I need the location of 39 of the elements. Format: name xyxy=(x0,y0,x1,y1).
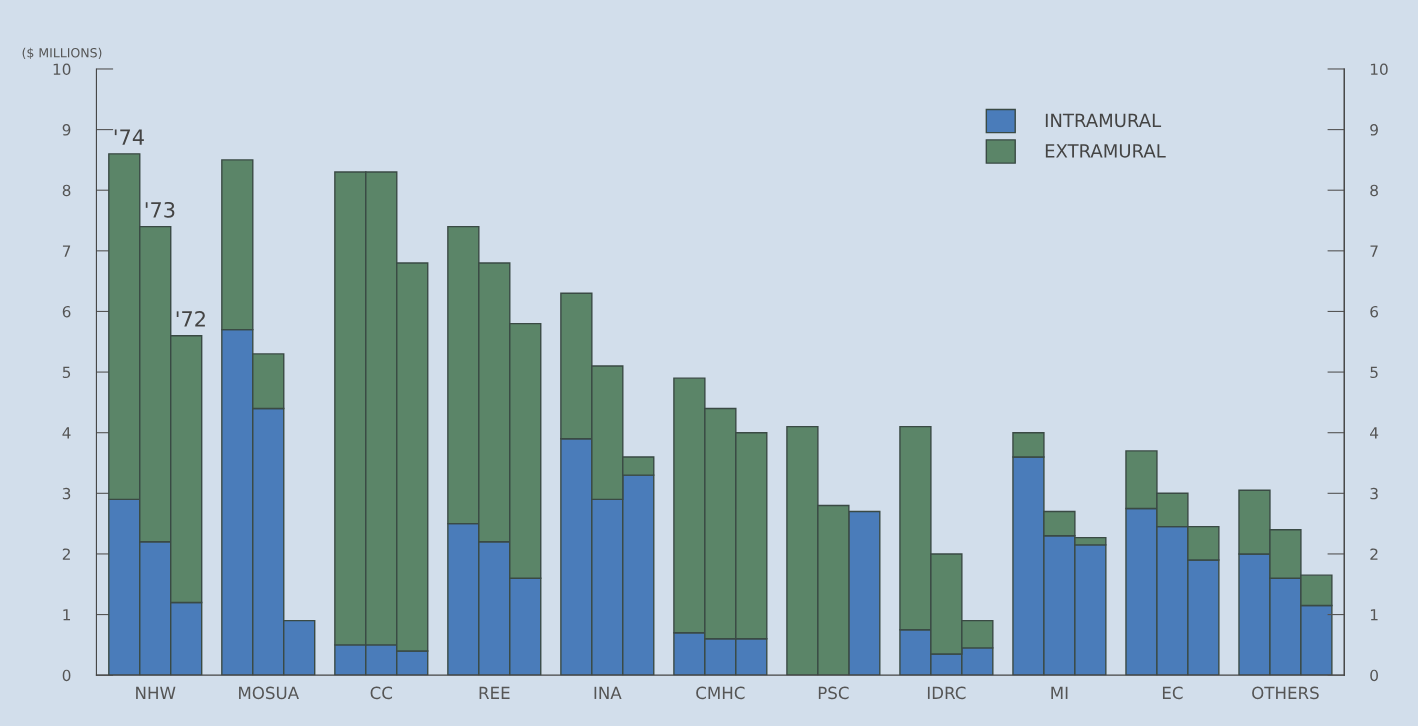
x-tick-label: NHW xyxy=(136,686,176,699)
y-tick-label: 0 xyxy=(62,669,71,682)
y2-tick-label: 1 xyxy=(1370,609,1378,621)
x-tick-label: INA xyxy=(594,686,622,699)
x-tick-label: OTHERS xyxy=(1252,686,1319,700)
annotation: '72 xyxy=(176,311,205,327)
y2-tick-label: 2 xyxy=(1370,548,1378,560)
y-tick-label: 5 xyxy=(62,366,71,379)
y2-tick-label: 4 xyxy=(1370,427,1379,439)
x-tick-label: EC xyxy=(1162,686,1183,700)
y2-tick-label: 10 xyxy=(1370,63,1388,75)
annotation: '74 xyxy=(114,129,144,145)
x-tick-label: MOSUA xyxy=(239,686,299,700)
y-tick-label: 10 xyxy=(53,63,71,75)
y-tick-label: 8 xyxy=(62,184,71,197)
x-tick-label: MI xyxy=(1051,686,1068,699)
annotation: '73 xyxy=(145,201,175,218)
legend-label: INTRAMURAL xyxy=(1045,113,1162,128)
y-tick-label: 9 xyxy=(62,124,71,136)
x-tick-label: PSC xyxy=(818,686,849,700)
y2-tick-label: 5 xyxy=(1370,366,1378,379)
y2-tick-label: 8 xyxy=(1370,184,1378,197)
x-tick-label: REE xyxy=(479,686,510,699)
x-tick-label: CMHC xyxy=(696,686,745,700)
y2-tick-label: 0 xyxy=(1370,669,1378,682)
legend-label: EXTRAMURAL xyxy=(1045,144,1166,158)
y2-tick-label: 7 xyxy=(1370,245,1378,257)
y-tick-label: 7 xyxy=(62,245,71,257)
y-tick-label: 3 xyxy=(62,487,71,500)
x-tick-label: IDRC xyxy=(927,686,966,700)
y-tick-label: 4 xyxy=(62,427,71,439)
x-tick-label: CC xyxy=(370,686,393,700)
y-tick-label: 1 xyxy=(63,609,71,621)
y2-tick-label: 9 xyxy=(1370,124,1378,136)
y-tick-label: 2 xyxy=(62,548,70,560)
y-axis-title: ($ MILLIONS) xyxy=(22,47,102,60)
y-tick-label: 6 xyxy=(62,305,71,318)
y2-tick-label: 3 xyxy=(1370,487,1378,500)
y2-tick-label: 6 xyxy=(1370,305,1379,318)
